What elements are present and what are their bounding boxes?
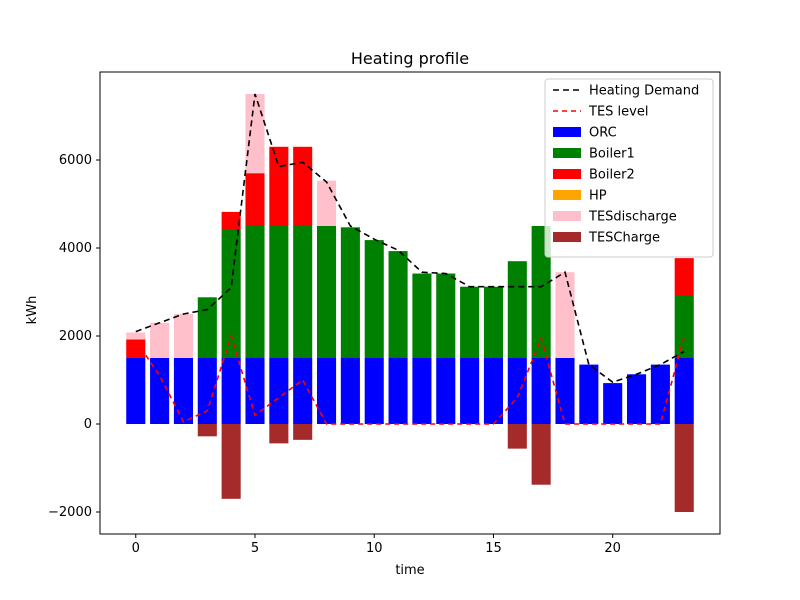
legend-swatch-boiler2: [553, 169, 581, 179]
bar-boiler2-23: [674, 258, 694, 296]
x-tick-label-5: 5: [251, 541, 259, 556]
bar-boiler1-12: [412, 273, 432, 358]
legend-swatch-boiler1: [553, 148, 581, 158]
bar-orc-10: [364, 358, 384, 424]
bar-orc-14: [460, 358, 480, 424]
bar-orc-20: [603, 383, 623, 424]
plot-frame: [99, 71, 721, 535]
bar-tescharge-6: [269, 424, 289, 444]
legend-label-tes-level: TES level: [588, 105, 648, 120]
bar-boiler1-6: [269, 226, 289, 358]
bar-tescharge-4: [221, 424, 241, 499]
legend-label-hp: HP: [589, 189, 607, 204]
y-tick-label-2000: 2000: [59, 329, 92, 344]
bar-boiler1-23: [674, 295, 694, 358]
bar-boiler2-5: [245, 173, 265, 226]
bar-boiler1-14: [460, 286, 480, 358]
x-tick-label-10: 10: [366, 541, 383, 556]
bar-tescharge-17: [531, 424, 551, 485]
bar-boiler1-15: [483, 286, 503, 358]
chart-title: Heating profile: [351, 49, 469, 68]
bar-orc-6: [269, 358, 289, 424]
bar-orc-11: [388, 358, 408, 424]
legend-swatch-orc: [553, 127, 581, 137]
y-tick-label-4000: 4000: [59, 241, 92, 256]
bar-boiler1-8: [317, 226, 337, 358]
bar-orc-5: [245, 358, 265, 424]
bar-boiler1-3: [197, 297, 217, 358]
bar-tesdischarge-5: [245, 94, 265, 174]
line-heating-demand: [135, 93, 685, 384]
bar-tesdischarge-2: [173, 314, 193, 358]
bar-tescharge-23: [674, 424, 694, 512]
bar-orc-22: [650, 364, 670, 424]
bar-boiler2-6: [269, 146, 289, 226]
bar-boiler1-7: [293, 226, 313, 358]
bar-boiler1-5: [245, 226, 265, 358]
bar-boiler1-13: [436, 273, 456, 358]
line-tes-level: [135, 333, 686, 425]
y-tick-label-6000: 6000: [59, 153, 92, 168]
bar-boiler1-10: [364, 240, 384, 358]
bar-orc-15: [483, 358, 503, 424]
bar-boiler1-16: [507, 261, 527, 358]
bar-boiler1-4: [221, 229, 241, 358]
bar-orc-2: [173, 358, 193, 424]
legend-label-boiler1: Boiler1: [589, 147, 635, 162]
legend-swatch-hp: [553, 190, 581, 200]
bar-tescharge-3: [197, 424, 217, 437]
bar-boiler1-9: [340, 227, 360, 358]
bar-tescharge-16: [507, 424, 527, 449]
legend-swatch-tesdischarge: [553, 211, 581, 221]
x-tick-label-0: 0: [132, 541, 140, 556]
bar-orc-7: [293, 358, 313, 424]
bar-orc-1: [150, 358, 170, 424]
legend-label-boiler2: Boiler2: [589, 168, 635, 183]
legend-label-heating-demand: Heating Demand: [589, 84, 699, 99]
bar-orc-23: [674, 358, 694, 424]
legend-box: [544, 78, 714, 258]
y-axis-label: kWh: [25, 296, 40, 325]
bar-boiler1-17: [531, 226, 551, 358]
legend-label-orc: ORC: [589, 126, 617, 141]
bar-orc-9: [340, 358, 360, 424]
x-tick-label-20: 20: [604, 541, 621, 556]
y-tick-label-0: 0: [84, 417, 92, 432]
bar-boiler2-4: [221, 211, 241, 230]
bar-orc-4: [221, 358, 241, 424]
bar-tescharge-7: [293, 424, 313, 440]
bar-orc-17: [531, 358, 551, 424]
bar-orc-12: [412, 358, 432, 424]
legend: Heating Demand TES level ORC Boiler1 Boiler2…: [544, 78, 714, 258]
bar-orc-8: [317, 358, 337, 424]
bar-orc-3: [197, 358, 217, 424]
bar-orc-21: [627, 374, 647, 424]
legend-swatch-tescharge: [553, 232, 581, 242]
legend-label-tesdischarge: TESdischarge: [588, 210, 677, 225]
bar-orc-0: [126, 358, 146, 424]
bar-orc-13: [436, 358, 456, 424]
bar-orc-16: [507, 358, 527, 424]
x-tick-label-15: 15: [485, 541, 502, 556]
bar-tesdischarge-8: [317, 180, 337, 226]
bar-boiler1-11: [388, 251, 408, 358]
bar-tesdischarge-0: [126, 332, 146, 340]
legend-label-tescharge: TESCharge: [588, 231, 660, 246]
bar-boiler2-0: [126, 339, 146, 358]
bar-orc-19: [579, 364, 599, 424]
bar-boiler2-7: [293, 146, 313, 226]
x-axis-label: time: [395, 563, 424, 578]
bar-orc-18: [555, 358, 575, 424]
bar-tesdischarge-18: [555, 272, 575, 358]
y-tick-label--2000: −2000: [48, 505, 92, 520]
bar-tesdischarge-1: [150, 322, 170, 358]
